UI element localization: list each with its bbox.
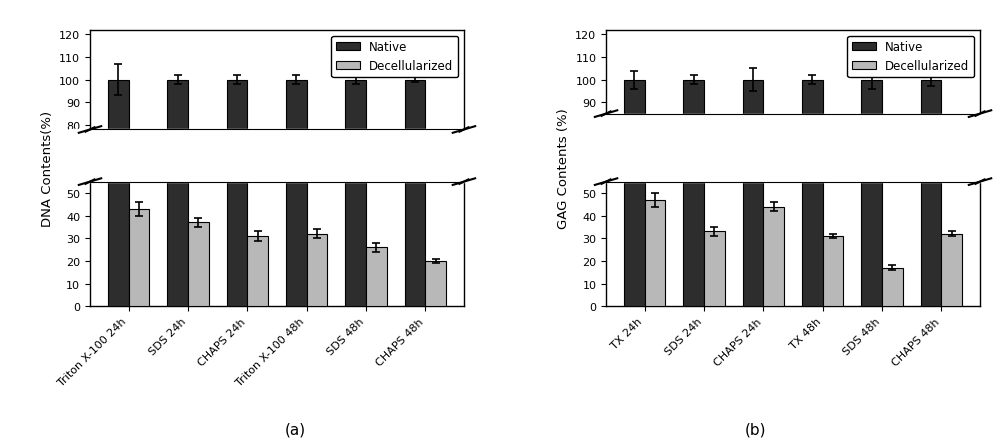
Bar	[69, 130, 485, 182]
Bar	[743, 81, 763, 307]
Y-axis label: DNA Contents(%): DNA Contents(%)	[41, 111, 54, 226]
Bar	[941, 234, 962, 307]
Bar	[882, 268, 903, 307]
Bar	[763, 207, 784, 307]
Bar	[188, 223, 209, 307]
Bar	[345, 81, 366, 307]
Bar	[683, 81, 704, 307]
Bar	[624, 81, 645, 307]
Bar	[425, 261, 446, 307]
Bar	[247, 237, 268, 307]
Bar	[227, 81, 247, 307]
Bar	[802, 81, 823, 307]
Bar	[921, 81, 941, 307]
Bar	[307, 234, 327, 307]
Bar	[129, 209, 149, 307]
Y-axis label: GAG Contents (%): GAG Contents (%)	[557, 108, 570, 229]
Bar	[585, 114, 1000, 182]
Bar	[861, 81, 882, 307]
Bar	[286, 81, 307, 307]
Bar	[823, 237, 843, 307]
Legend: Native, Decellularized: Native, Decellularized	[331, 36, 458, 78]
Text: (b): (b)	[744, 422, 766, 437]
Text: (a): (a)	[284, 422, 306, 437]
Bar	[405, 81, 425, 307]
Bar	[645, 200, 665, 307]
Bar	[167, 81, 188, 307]
Bar	[108, 81, 129, 307]
Bar	[366, 248, 387, 307]
Bar	[704, 232, 725, 307]
Legend: Native, Decellularized: Native, Decellularized	[847, 36, 974, 78]
